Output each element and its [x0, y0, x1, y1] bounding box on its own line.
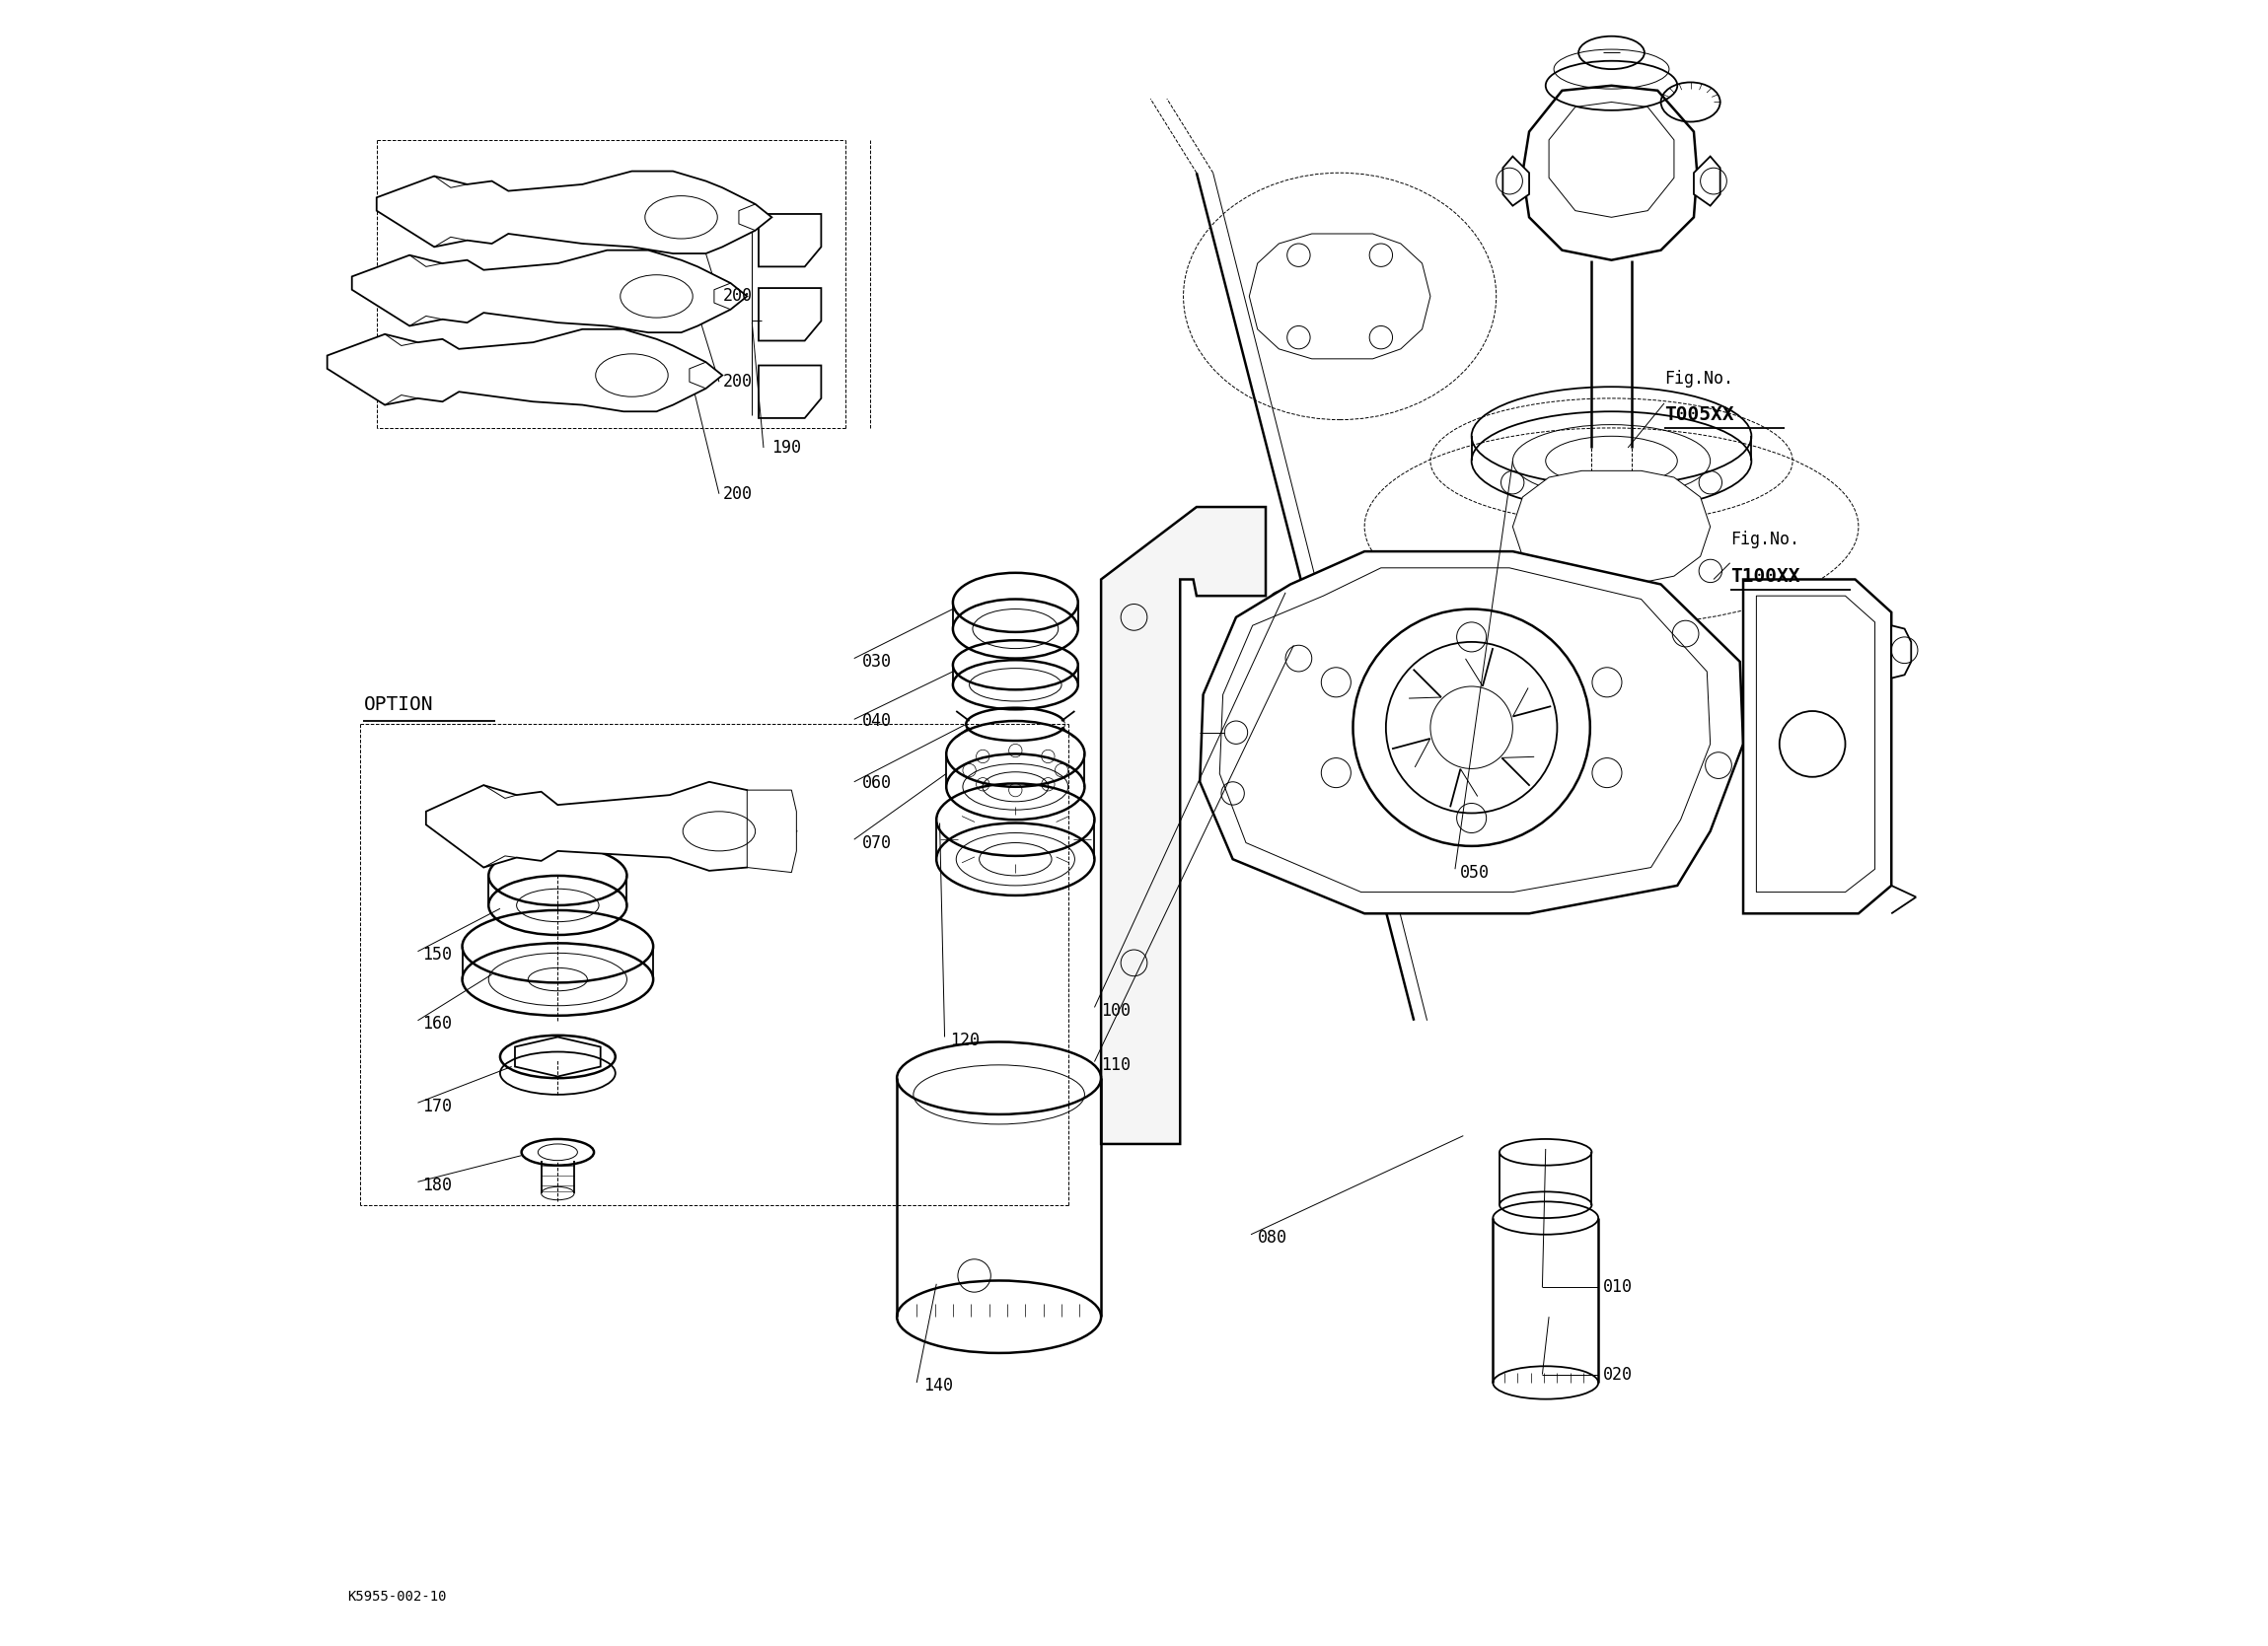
Text: 110: 110	[1100, 1057, 1132, 1073]
Text: 200: 200	[723, 374, 753, 390]
Polygon shape	[1892, 625, 1912, 678]
Text: 040: 040	[862, 713, 891, 729]
Polygon shape	[1694, 156, 1719, 206]
Text: 020: 020	[1603, 1366, 1633, 1383]
Polygon shape	[758, 214, 821, 267]
Text: Fig.No.: Fig.No.	[1730, 532, 1799, 548]
Text: 050: 050	[1461, 864, 1490, 881]
Text: 030: 030	[862, 653, 891, 670]
Text: 200: 200	[723, 288, 753, 305]
Polygon shape	[376, 171, 771, 253]
Text: 140: 140	[923, 1378, 953, 1394]
Polygon shape	[1513, 471, 1710, 583]
Text: T100XX: T100XX	[1730, 566, 1799, 586]
Polygon shape	[426, 782, 796, 871]
Text: T005XX: T005XX	[1665, 405, 1733, 425]
Text: 160: 160	[422, 1016, 451, 1032]
Text: 010: 010	[1603, 1279, 1633, 1295]
Text: 070: 070	[862, 835, 891, 851]
Text: 060: 060	[862, 775, 891, 792]
Polygon shape	[1250, 234, 1431, 359]
Polygon shape	[1504, 156, 1529, 206]
Polygon shape	[758, 365, 821, 418]
Polygon shape	[758, 288, 821, 341]
Text: 150: 150	[422, 946, 451, 963]
Text: 180: 180	[422, 1177, 451, 1193]
Text: 100: 100	[1100, 1002, 1132, 1019]
Text: 200: 200	[723, 486, 753, 502]
Polygon shape	[327, 329, 723, 412]
Text: 170: 170	[422, 1098, 451, 1114]
Text: K5955-002-10: K5955-002-10	[347, 1590, 447, 1603]
Polygon shape	[1744, 579, 1892, 914]
Polygon shape	[515, 1037, 601, 1076]
Polygon shape	[352, 250, 746, 332]
Text: Fig.No.: Fig.No.	[1665, 370, 1733, 387]
Polygon shape	[746, 790, 796, 872]
Text: OPTION: OPTION	[363, 695, 433, 714]
Polygon shape	[1200, 551, 1744, 914]
Polygon shape	[1100, 507, 1266, 1144]
Text: 190: 190	[771, 439, 801, 456]
Polygon shape	[1522, 86, 1696, 260]
Text: 080: 080	[1256, 1230, 1286, 1246]
Text: 120: 120	[950, 1032, 980, 1049]
